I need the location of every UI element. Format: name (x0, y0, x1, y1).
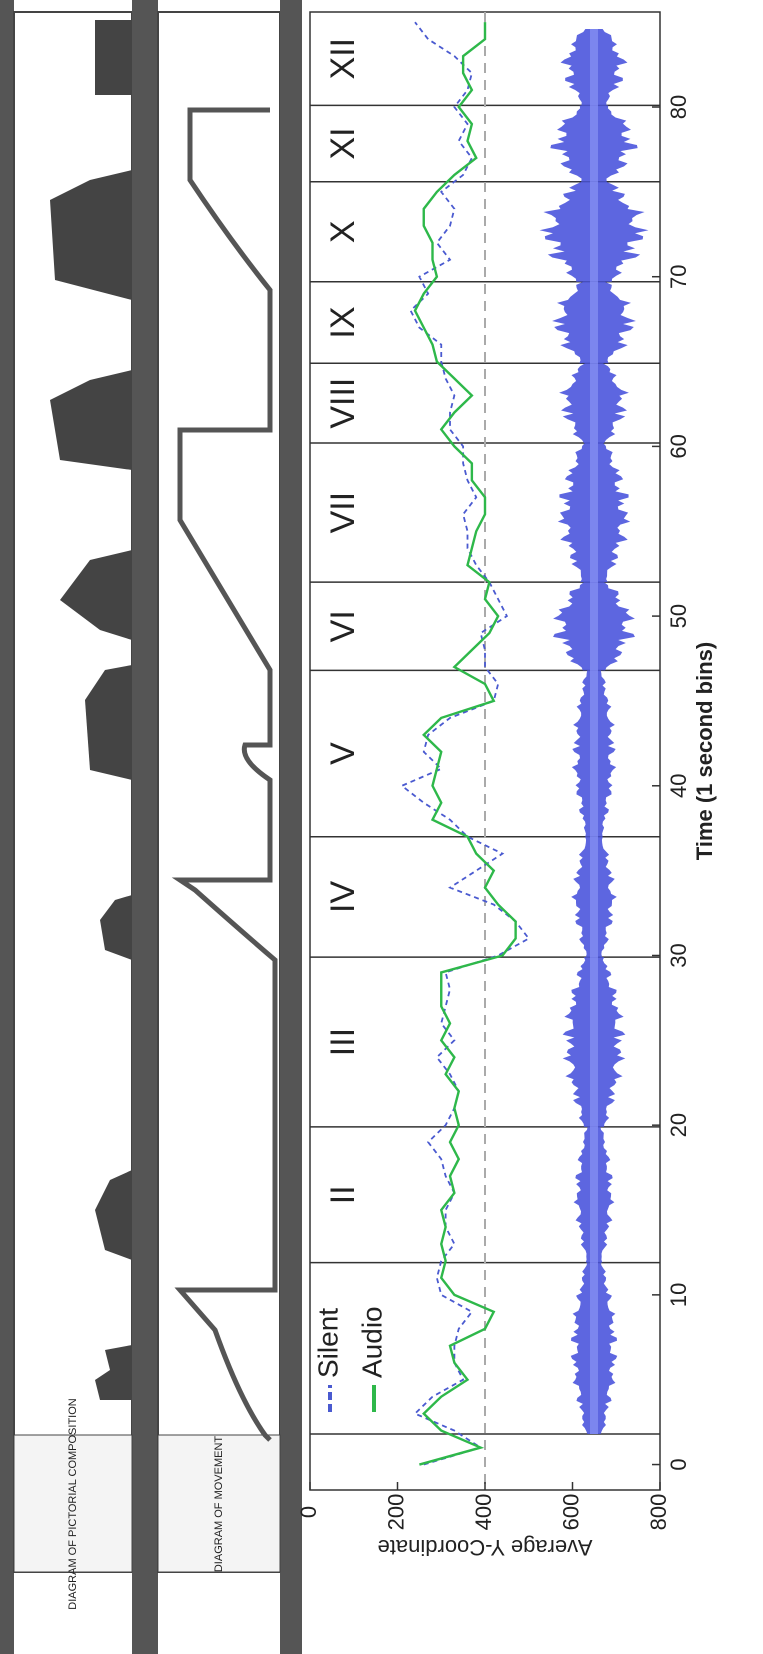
movement-panel (157, 11, 281, 1573)
diagram-panels: DIAGRAM OF PICTORIAL COMPOSITION DIAGRAM… (0, 0, 302, 1654)
x-tick-label: 50 (666, 604, 691, 628)
silhouettes (50, 20, 132, 1400)
label-box (13, 1434, 133, 1573)
section-label: XII (324, 38, 362, 80)
y-tick-label: 600 (558, 1494, 583, 1531)
section-label: III (324, 1028, 362, 1056)
series-line (400, 21, 531, 1466)
panel-label: DIAGRAM OF MOVEMENT (213, 1436, 225, 1573)
x-tick-label: 80 (666, 95, 691, 119)
section-label: VIII (324, 378, 362, 429)
x-tick-label: 20 (666, 1113, 691, 1137)
y-tick-label: 400 (471, 1494, 496, 1531)
y-tick-label: 200 (383, 1494, 408, 1531)
legend-label: Audio (356, 1306, 387, 1378)
x-tick-label: 0 (666, 1458, 691, 1470)
legend-label: Silent (312, 1308, 343, 1378)
section-label: VII (324, 492, 362, 534)
x-axis-title: Time (1 second bins) (692, 642, 717, 860)
x-tick-label: 10 (666, 1283, 691, 1307)
y-tick-label: 0 (296, 1506, 321, 1518)
x-tick-label: 30 (666, 943, 691, 967)
x-tick-label: 70 (666, 264, 691, 288)
section-label: V (324, 742, 362, 765)
film-border (280, 0, 302, 1654)
label-box (157, 1434, 281, 1573)
film-border (132, 0, 158, 1654)
panel-label: DIAGRAM OF PICTORIAL COMPOSITION (67, 1398, 79, 1610)
x-tick-label: 40 (666, 774, 691, 798)
section-label: XI (324, 127, 362, 159)
section-label: IV (324, 881, 362, 913)
section-label: X (324, 220, 362, 243)
film-border (0, 0, 14, 1654)
section-label: II (324, 1185, 362, 1204)
y-axis-title: Average Y-Coordinate (378, 1535, 593, 1560)
movement-curve (171, 107, 278, 1442)
y-tick-label: 800 (646, 1494, 671, 1531)
section-label: VI (324, 610, 362, 642)
section-label: IX (324, 306, 362, 338)
series-line (413, 22, 517, 1466)
x-tick-label: 60 (666, 434, 691, 458)
